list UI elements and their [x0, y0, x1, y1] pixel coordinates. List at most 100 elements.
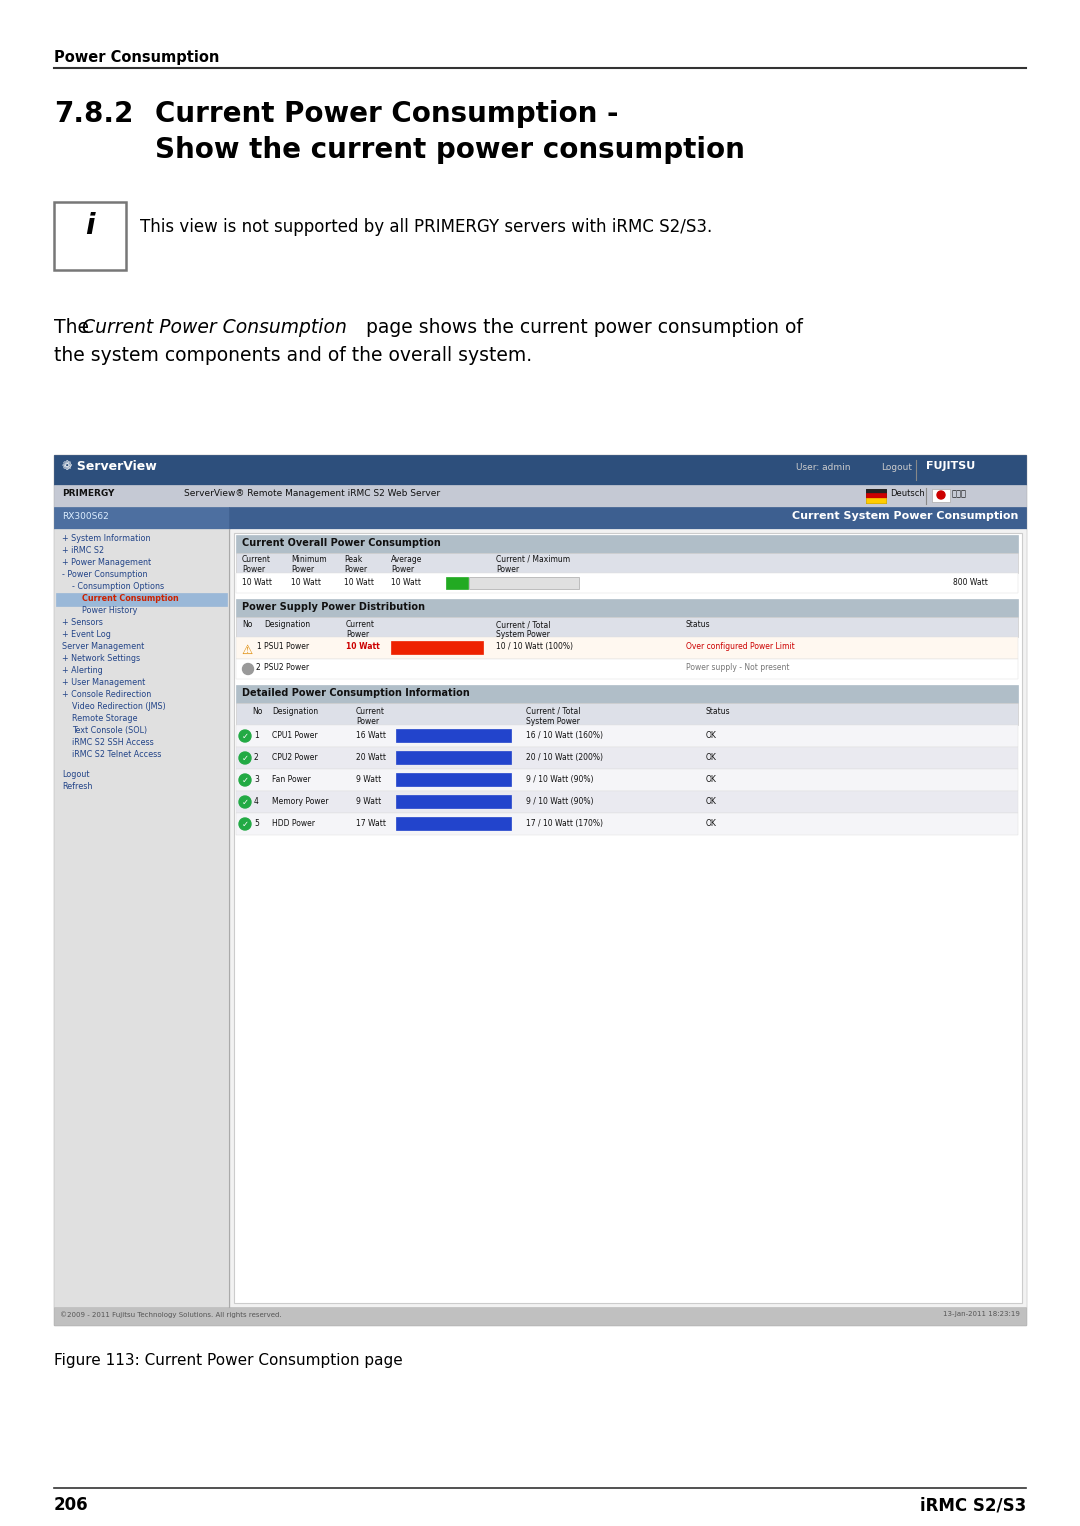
Text: ⚠: ⚠ — [241, 644, 253, 658]
Text: 13-Jan-2011 18:23:19: 13-Jan-2011 18:23:19 — [943, 1311, 1020, 1317]
Text: Current System Power Consumption: Current System Power Consumption — [792, 511, 1018, 520]
Text: ✓: ✓ — [242, 731, 248, 740]
Text: This view is not supported by all PRIMERGY servers with iRMC S2/S3.: This view is not supported by all PRIMER… — [140, 218, 712, 237]
Text: ❁ ServerView: ❁ ServerView — [62, 459, 157, 473]
Text: 206: 206 — [54, 1495, 89, 1514]
Text: Power Supply Power Distribution: Power Supply Power Distribution — [242, 601, 426, 612]
Bar — [54, 201, 126, 270]
Text: FUJITSU: FUJITSU — [926, 461, 975, 472]
Bar — [237, 769, 1018, 790]
Bar — [237, 790, 1018, 813]
Text: 20 Watt: 20 Watt — [356, 752, 386, 761]
Text: 7.8.2: 7.8.2 — [54, 101, 133, 128]
Text: Remote Storage: Remote Storage — [72, 714, 137, 723]
Text: CPU2 Power: CPU2 Power — [272, 752, 318, 761]
Bar — [54, 455, 1026, 485]
Text: ©2009 - 2011 Fujitsu Technology Solutions. All rights reserved.: ©2009 - 2011 Fujitsu Technology Solution… — [60, 1311, 282, 1317]
Bar — [237, 748, 1018, 769]
Text: 3: 3 — [254, 775, 259, 784]
Text: Current Power Consumption: Current Power Consumption — [82, 317, 347, 337]
Text: 10 / 10 Watt (100%): 10 / 10 Watt (100%) — [496, 642, 573, 652]
Bar — [446, 577, 468, 589]
Text: PSU2 Power: PSU2 Power — [264, 662, 309, 671]
Bar — [396, 816, 511, 830]
Text: - Consumption Options: - Consumption Options — [72, 581, 164, 591]
Bar — [237, 572, 1018, 594]
Text: Status: Status — [686, 620, 711, 629]
Bar — [866, 497, 886, 504]
Text: Status: Status — [706, 707, 731, 716]
Text: + Network Settings: + Network Settings — [62, 655, 140, 662]
Text: 9 / 10 Watt (90%): 9 / 10 Watt (90%) — [526, 797, 594, 806]
Circle shape — [239, 729, 251, 742]
Bar — [54, 455, 1026, 1325]
Text: 17 Watt: 17 Watt — [356, 819, 386, 829]
Circle shape — [937, 491, 945, 499]
Bar — [237, 552, 1018, 572]
Text: 10 Watt: 10 Watt — [391, 578, 421, 588]
Text: Logout: Logout — [62, 771, 90, 778]
Text: iRMC S2/S3: iRMC S2/S3 — [920, 1495, 1026, 1514]
Text: + System Information: + System Information — [62, 534, 150, 543]
Circle shape — [239, 797, 251, 807]
Bar — [54, 530, 229, 1306]
Bar — [54, 507, 229, 530]
Text: User: admin: User: admin — [796, 462, 851, 472]
Text: 10 Watt: 10 Watt — [291, 578, 321, 588]
Text: ✓: ✓ — [242, 798, 248, 807]
Bar — [866, 488, 886, 504]
Text: 10 Watt: 10 Watt — [346, 642, 380, 652]
Text: page shows the current power consumption of: page shows the current power consumption… — [360, 317, 802, 337]
Bar — [866, 493, 886, 497]
Text: Current
Power: Current Power — [356, 707, 384, 726]
Bar — [230, 530, 1026, 1306]
Bar — [237, 703, 1018, 725]
Text: the system components and of the overall system.: the system components and of the overall… — [54, 346, 532, 365]
Text: Power Consumption: Power Consumption — [54, 50, 219, 66]
Text: 1: 1 — [254, 731, 259, 740]
Bar — [237, 813, 1018, 835]
Text: Detailed Power Consumption Information: Detailed Power Consumption Information — [242, 688, 470, 697]
Bar — [237, 600, 1018, 617]
Bar — [234, 533, 1022, 1303]
Text: 9 Watt: 9 Watt — [356, 797, 381, 806]
Text: ✓: ✓ — [242, 775, 248, 784]
Bar — [237, 685, 1018, 703]
Text: 800 Watt: 800 Watt — [953, 578, 988, 588]
Text: iRMC S2 Telnet Access: iRMC S2 Telnet Access — [72, 749, 161, 758]
Text: - Power Consumption: - Power Consumption — [62, 571, 148, 578]
Bar — [396, 774, 511, 786]
Text: + Sensors: + Sensors — [62, 618, 103, 627]
Text: PSU1 Power: PSU1 Power — [264, 642, 309, 652]
Text: + Alerting: + Alerting — [62, 665, 103, 674]
Text: RX300S62: RX300S62 — [62, 513, 109, 520]
Text: Current Consumption: Current Consumption — [82, 594, 179, 603]
Text: Video Redirection (JMS): Video Redirection (JMS) — [72, 702, 165, 711]
Text: Current
Power: Current Power — [242, 555, 271, 574]
Text: No: No — [242, 620, 253, 629]
Text: 5: 5 — [254, 819, 259, 829]
Text: 2: 2 — [256, 662, 260, 671]
Text: + Event Log: + Event Log — [62, 630, 111, 639]
Text: Deutsch: Deutsch — [890, 488, 924, 497]
Text: 9 / 10 Watt (90%): 9 / 10 Watt (90%) — [526, 775, 594, 784]
Text: OK: OK — [706, 797, 717, 806]
Text: Logout: Logout — [881, 462, 912, 472]
Bar — [396, 795, 511, 807]
Text: 17 / 10 Watt (170%): 17 / 10 Watt (170%) — [526, 819, 603, 829]
Text: 20 / 10 Watt (200%): 20 / 10 Watt (200%) — [526, 752, 603, 761]
Text: Current
Power: Current Power — [346, 620, 375, 639]
Text: ✓: ✓ — [242, 819, 248, 829]
Circle shape — [243, 664, 254, 674]
Text: Power supply - Not present: Power supply - Not present — [686, 662, 789, 671]
Text: Designation: Designation — [264, 620, 310, 629]
Bar — [237, 617, 1018, 636]
Circle shape — [239, 774, 251, 786]
Text: 9 Watt: 9 Watt — [356, 775, 381, 784]
Text: CPU1 Power: CPU1 Power — [272, 731, 318, 740]
Text: OK: OK — [706, 819, 717, 829]
Text: Refresh: Refresh — [62, 781, 93, 790]
Circle shape — [239, 752, 251, 765]
Text: PRIMERGY: PRIMERGY — [62, 488, 114, 497]
Text: 10 Watt: 10 Watt — [345, 578, 374, 588]
